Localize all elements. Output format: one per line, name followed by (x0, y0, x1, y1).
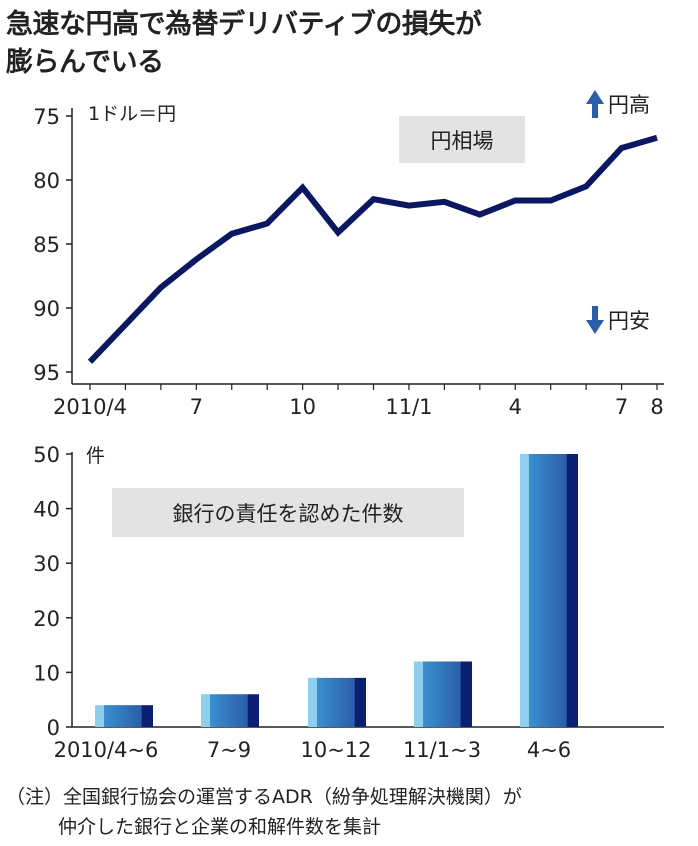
line-chart-label-box (399, 116, 525, 163)
line-x-tick-label: 10 (289, 395, 316, 419)
bar-x-tick-label: 11/1~3 (403, 738, 481, 762)
chart-title-line2: 膨らんでいる (6, 47, 164, 78)
arrow-up-icon (586, 90, 604, 118)
bar-chart-unit: 件 (86, 445, 105, 467)
bar-x-tick-label: 7~9 (207, 738, 251, 762)
line-y-tick-label: 75 (33, 105, 60, 129)
line-x-tick-label: 4 (509, 395, 522, 419)
bar-x-tick-label: 4~6 (527, 738, 571, 762)
settlement-bar (95, 705, 153, 727)
bar-chart-label: 銀行の責任を認めた件数 (173, 502, 404, 526)
footnote-line1: （注）全国銀行協会の運営するADR（紛争処理解決機関）が (6, 786, 522, 808)
settlement-bar (201, 694, 259, 727)
arrow-down-icon (586, 306, 604, 334)
bar-y-tick-label: 50 (33, 443, 60, 467)
yen-down-annotation: 円安 (586, 306, 650, 334)
bar-chart-label-box (112, 488, 464, 537)
chart-title-line1: 急速な円高で為替デリバティブの損失が (6, 9, 482, 40)
yen-rate-series-line (87, 134, 658, 364)
bar-y-tick-label: 40 (33, 498, 60, 522)
line-chart-unit: 1ドル＝円 (88, 103, 176, 125)
yen-down-label: 円安 (608, 309, 650, 333)
settlement-bar (520, 454, 578, 727)
line-y-tick-label: 95 (33, 361, 60, 385)
settlement-bar-chart: 銀行の責任を認めた件数 件 0 10 20 30 40 50 2010/4~6 7~9 10~… (33, 443, 664, 762)
yen-up-label: 円高 (608, 93, 650, 117)
bar-x-tick-label: 2010/4~6 (54, 738, 159, 762)
line-x-tick-label: 7 (190, 395, 203, 419)
bar-x-tick-label: 10~12 (300, 738, 371, 762)
bar-y-tick-label: 20 (33, 607, 60, 631)
bar-y-tick-label: 0 (47, 716, 60, 740)
line-x-tick-label: 7 (615, 395, 628, 419)
line-x-tick-label: 2010/4 (53, 395, 127, 419)
bar-y-tick-label: 30 (33, 552, 60, 576)
line-y-tick-label: 90 (33, 297, 60, 321)
line-x-tick-label: 8 (650, 395, 663, 419)
line-y-tick-label: 85 (33, 233, 60, 257)
yen-up-annotation: 円高 (586, 90, 650, 118)
line-y-tick-label: 80 (33, 169, 60, 193)
line-chart-label: 円相場 (431, 129, 494, 153)
settlement-bar (308, 677, 366, 727)
line-x-tick-label: 11/1 (385, 395, 432, 419)
footnote-line2: 仲介した銀行と企業の和解件数を集計 (58, 816, 382, 838)
bar-y-tick-label: 10 (33, 661, 60, 685)
settlement-bar (414, 661, 472, 727)
yen-rate-line-chart: 円相場 1ドル＝円 円高 円安 75 80 85 90 95 2010/4 7 10 11/1… (33, 90, 664, 419)
